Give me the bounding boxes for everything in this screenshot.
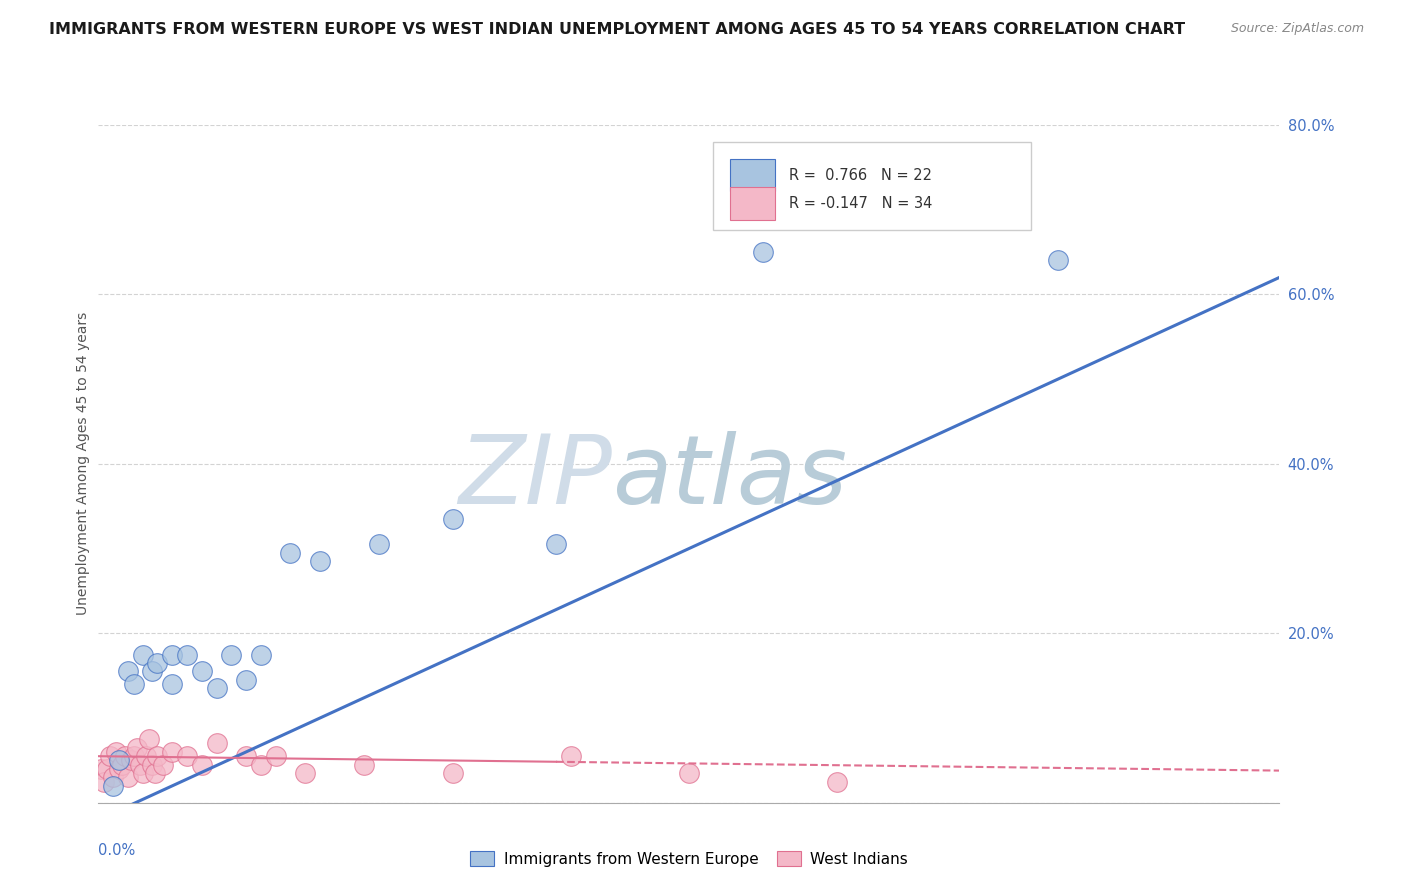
Point [146,749,169,764]
Text: R = -0.147   N = 34: R = -0.147 N = 34 [789,196,932,211]
Point [162,745,183,759]
Point [441,512,464,526]
Point [117,770,139,785]
FancyBboxPatch shape [730,187,775,219]
Point [250,757,273,772]
Point [825,774,848,789]
Point [219,648,242,662]
Point [235,673,257,687]
Point [138,732,160,747]
Point [278,546,302,560]
Text: 0.0%: 0.0% [98,844,135,858]
Point [235,749,257,764]
Point [146,656,169,670]
Point [114,749,136,764]
Point [103,779,125,793]
Point [309,554,332,568]
Point [122,677,145,691]
Point [96,762,118,776]
Point [191,757,214,772]
Point [441,766,464,780]
Point [105,745,128,759]
Point [90,762,112,776]
Point [560,749,582,764]
Point [98,749,121,764]
Point [122,749,145,764]
Point [135,749,157,764]
Point [152,757,174,772]
Point [191,665,214,679]
Point [143,766,166,780]
Point [368,537,391,551]
Point [751,244,773,259]
Point [141,757,163,772]
Point [125,740,148,755]
Point [176,648,198,662]
Point [108,753,131,767]
Point [162,648,183,662]
Text: R =  0.766   N = 22: R = 0.766 N = 22 [789,168,932,183]
Point [117,665,139,679]
Point [205,681,228,696]
Text: Source: ZipAtlas.com: Source: ZipAtlas.com [1230,22,1364,36]
FancyBboxPatch shape [713,142,1032,230]
Point [294,766,316,780]
Text: ZIP: ZIP [458,431,612,524]
Point [264,749,287,764]
Point [108,762,131,776]
Point [103,770,125,785]
Point [250,648,273,662]
Point [132,648,155,662]
Point [128,757,150,772]
Point [162,677,183,691]
Legend: Immigrants from Western Europe, West Indians: Immigrants from Western Europe, West Ind… [464,846,914,873]
Point [1046,253,1069,268]
Point [132,766,155,780]
Point [544,537,567,551]
Point [205,737,228,751]
FancyBboxPatch shape [730,159,775,191]
Point [353,757,375,772]
Y-axis label: Unemployment Among Ages 45 to 54 years: Unemployment Among Ages 45 to 54 years [76,312,90,615]
Point [678,766,700,780]
Point [141,665,163,679]
Point [120,753,142,767]
Text: IMMIGRANTS FROM WESTERN EUROPE VS WEST INDIAN UNEMPLOYMENT AMONG AGES 45 TO 54 Y: IMMIGRANTS FROM WESTERN EUROPE VS WEST I… [49,22,1185,37]
Text: atlas: atlas [612,431,848,524]
Point [111,757,134,772]
Point [93,774,115,789]
Point [176,749,198,764]
